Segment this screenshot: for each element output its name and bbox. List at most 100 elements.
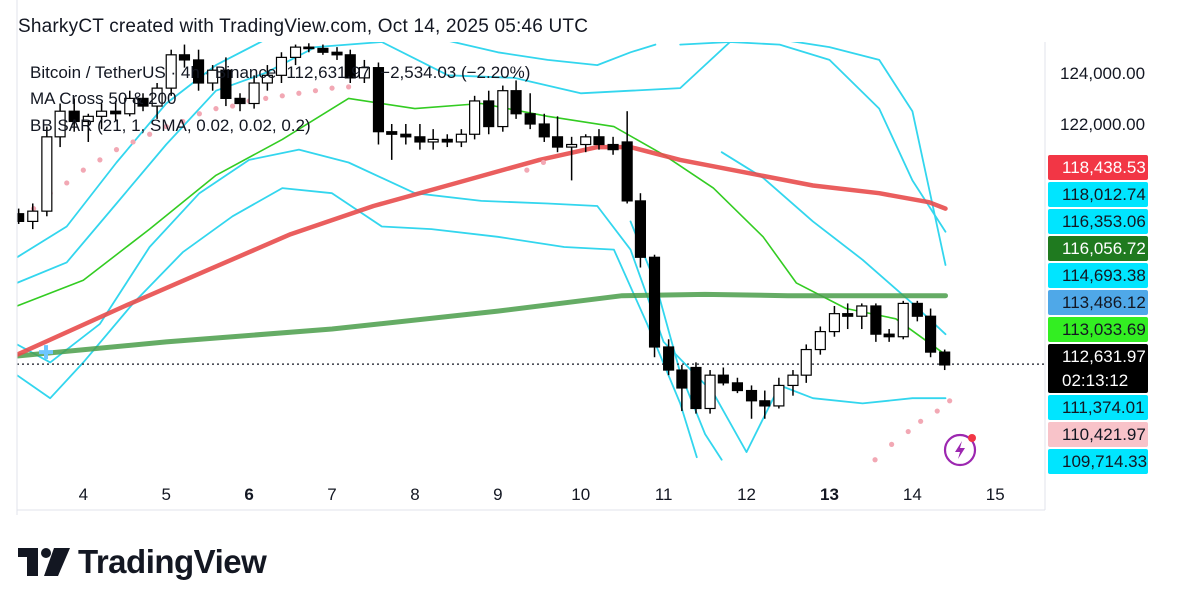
candle-body[interactable] bbox=[925, 315, 937, 353]
candle-body[interactable] bbox=[400, 133, 412, 138]
candle-body[interactable] bbox=[580, 136, 592, 146]
time-axis-label: 4 bbox=[79, 485, 88, 504]
price-tag[interactable]: 118,012.74 bbox=[1048, 182, 1148, 207]
candle-body[interactable] bbox=[483, 100, 495, 128]
candle-body[interactable] bbox=[192, 59, 205, 84]
candle-body[interactable] bbox=[717, 374, 729, 384]
candle-body[interactable] bbox=[82, 115, 94, 123]
price-tag-label: 116,353.06 bbox=[1062, 212, 1146, 231]
candle-body[interactable] bbox=[856, 305, 868, 317]
price-tag[interactable]: 116,056.72 bbox=[1048, 236, 1148, 261]
price-tag[interactable]: 113,486.12 bbox=[1048, 290, 1148, 315]
price-tag[interactable]: 118,438.53 bbox=[1048, 155, 1148, 180]
price-tag[interactable]: 111,374.01 bbox=[1048, 395, 1148, 420]
candle-body[interactable] bbox=[165, 54, 177, 89]
candle-body[interactable] bbox=[607, 143, 619, 151]
candle-body[interactable] bbox=[883, 333, 895, 338]
price-tag[interactable]: 113,033.69 bbox=[1048, 317, 1148, 342]
candle-body[interactable] bbox=[427, 138, 439, 143]
candle-body[interactable] bbox=[95, 110, 108, 117]
candle-body[interactable] bbox=[386, 131, 398, 135]
candle-body[interactable] bbox=[178, 54, 191, 61]
candle-body[interactable] bbox=[551, 136, 564, 148]
sar-dot bbox=[213, 106, 219, 112]
candle-body[interactable] bbox=[497, 90, 509, 128]
candle-body[interactable] bbox=[745, 389, 758, 402]
candle-body[interactable] bbox=[68, 110, 80, 123]
candle-body[interactable] bbox=[372, 67, 385, 133]
candle-body[interactable] bbox=[414, 136, 426, 143]
candle-body[interactable] bbox=[524, 113, 536, 125]
time-axis-label: 9 bbox=[493, 485, 502, 504]
attribution-text: SharkyCT created with TradingView.com, O… bbox=[18, 16, 589, 37]
sar-dot bbox=[329, 85, 335, 91]
price-tag-label: 113,486.12 bbox=[1062, 293, 1146, 312]
tradingview-logo[interactable]: TradingView bbox=[18, 543, 267, 581]
candle-body[interactable] bbox=[41, 136, 53, 212]
candle-body[interactable] bbox=[234, 97, 246, 105]
candle-body[interactable] bbox=[344, 54, 356, 79]
candle-body[interactable] bbox=[566, 143, 578, 148]
candle-body[interactable] bbox=[676, 369, 688, 389]
plot-area[interactable] bbox=[14, 32, 1045, 463]
candle-body[interactable] bbox=[207, 69, 219, 84]
price-tag[interactable]: 110,421.97 bbox=[1048, 422, 1148, 447]
candle-body[interactable] bbox=[331, 51, 343, 56]
candle-body[interactable] bbox=[124, 97, 136, 115]
candle-body[interactable] bbox=[455, 133, 467, 143]
candle-body[interactable] bbox=[220, 69, 232, 99]
candle-body[interactable] bbox=[870, 305, 882, 335]
candle-body[interactable] bbox=[275, 56, 288, 76]
candle-body[interactable] bbox=[731, 382, 744, 392]
time-axis-label: 5 bbox=[161, 485, 170, 504]
candle-body[interactable] bbox=[110, 110, 122, 115]
candle-body[interactable] bbox=[787, 374, 799, 387]
candle-body[interactable] bbox=[137, 97, 149, 107]
price-tag-label: 110,421.97 bbox=[1062, 425, 1146, 444]
price-tag-label: 112,631.97 bbox=[1062, 347, 1146, 366]
price-tag-bg bbox=[1048, 182, 1148, 207]
candle-body[interactable] bbox=[814, 331, 826, 351]
candle-body[interactable] bbox=[289, 46, 302, 58]
candle-body[interactable] bbox=[358, 67, 370, 79]
candle-body[interactable] bbox=[911, 302, 923, 317]
candle-body[interactable] bbox=[510, 90, 522, 115]
candle-body[interactable] bbox=[441, 138, 453, 143]
candle-body[interactable] bbox=[690, 366, 702, 410]
candle-body[interactable] bbox=[54, 110, 66, 138]
sar-dot bbox=[312, 88, 319, 94]
candle-body[interactable] bbox=[303, 46, 315, 50]
candle-body[interactable] bbox=[317, 47, 329, 53]
price-tag[interactable]: 114,693.38 bbox=[1048, 263, 1148, 288]
alert-lightning-icon[interactable] bbox=[943, 433, 977, 467]
sar-dot bbox=[97, 157, 103, 163]
candle-body[interactable] bbox=[27, 210, 39, 223]
candle-body[interactable] bbox=[648, 256, 661, 348]
price-tag-bg bbox=[1048, 155, 1148, 180]
candle-body[interactable] bbox=[469, 100, 481, 135]
candle-body[interactable] bbox=[151, 87, 163, 107]
candle-body[interactable] bbox=[897, 302, 909, 338]
candle-body[interactable] bbox=[593, 136, 605, 146]
sar-dot bbox=[80, 167, 86, 173]
price-tag[interactable]: 109,714.33 bbox=[1048, 449, 1148, 474]
candle-body[interactable] bbox=[828, 313, 840, 333]
price-tag[interactable]: 112,631.97 02:13:12 bbox=[1048, 344, 1148, 393]
candle-body[interactable] bbox=[704, 374, 716, 410]
candle-body[interactable] bbox=[773, 384, 785, 407]
candle-body[interactable] bbox=[621, 141, 633, 202]
candle-body[interactable] bbox=[14, 213, 25, 223]
candle-body[interactable] bbox=[248, 82, 260, 105]
price-tag[interactable]: 116,353.06 bbox=[1048, 209, 1148, 234]
candle-body[interactable] bbox=[759, 400, 771, 407]
candle-body[interactable] bbox=[800, 348, 812, 376]
candle-body[interactable] bbox=[939, 351, 951, 366]
candle-body[interactable] bbox=[538, 123, 550, 138]
candle-body[interactable] bbox=[261, 74, 273, 84]
candle-body[interactable] bbox=[663, 346, 675, 371]
candle-body[interactable] bbox=[842, 313, 854, 317]
time-axis-label: 11 bbox=[655, 485, 673, 504]
time-axis-label: 12 bbox=[737, 485, 756, 504]
candle-body[interactable] bbox=[634, 200, 647, 258]
